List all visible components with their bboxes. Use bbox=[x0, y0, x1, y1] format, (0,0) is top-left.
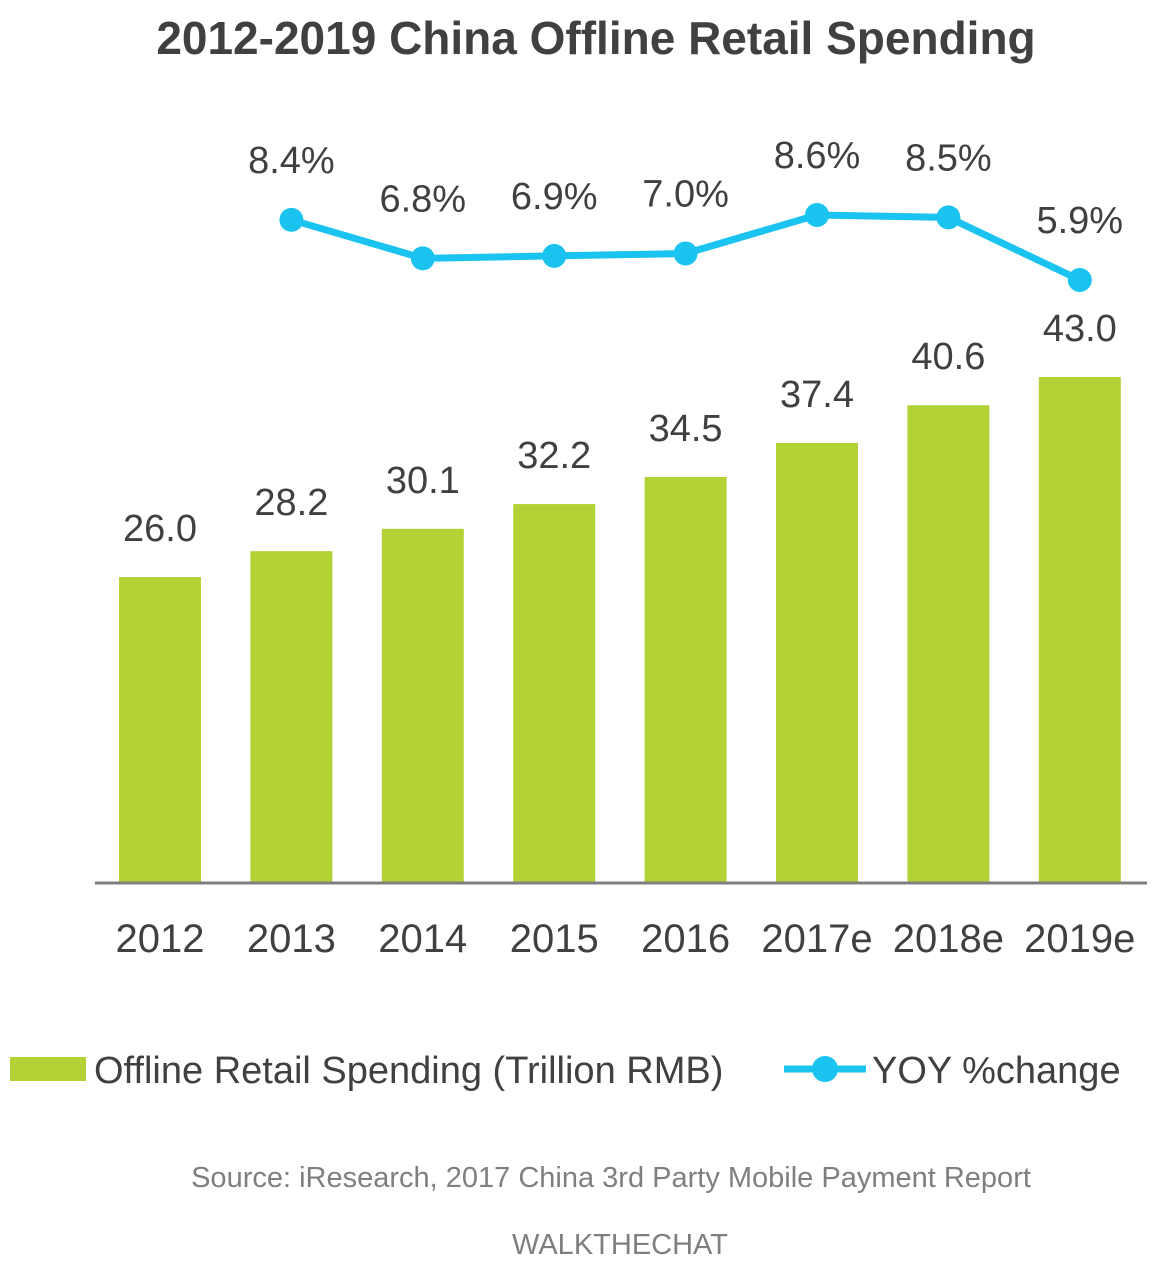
bar-value-label-2019e: 43.0 bbox=[1043, 308, 1117, 350]
yoy-point-2013 bbox=[279, 207, 304, 232]
x-tick-2015: 2015 bbox=[510, 917, 599, 961]
legend-line-label: YOY %change bbox=[872, 1050, 1121, 1092]
bar-value-label-2017e: 37.4 bbox=[780, 374, 854, 416]
yoy-point-2014 bbox=[410, 246, 435, 271]
bar-2018e bbox=[907, 405, 990, 883]
legend: Offline Retail Spending (Trillion RMB) Y… bbox=[10, 1050, 1121, 1092]
yoy-value-label-2018e: 8.5% bbox=[905, 137, 992, 179]
yoy-value-label-2015: 6.9% bbox=[511, 176, 598, 218]
bar-value-label-2013: 28.2 bbox=[254, 482, 328, 524]
yoy-line-layer: 8.4% 6.8% 6.9% 7.0% 8.6% 8.5% 5.9% bbox=[248, 135, 1123, 292]
legend-line-marker bbox=[812, 1056, 838, 1082]
x-tick-2012: 2012 bbox=[116, 917, 205, 961]
yoy-value-label-2014: 6.8% bbox=[379, 178, 466, 220]
yoy-value-label-2019e: 5.9% bbox=[1036, 200, 1123, 242]
x-tick-2018e: 2018e bbox=[893, 917, 1004, 961]
legend-bar-label: Offline Retail Spending (Trillion RMB) bbox=[94, 1050, 723, 1092]
source-note: Source: iResearch, 2017 China 3rd Party … bbox=[191, 1162, 1031, 1194]
bar-value-label-2012: 26.0 bbox=[123, 508, 197, 550]
bar-value-label-2014: 30.1 bbox=[386, 460, 460, 502]
x-tick-2017e: 2017e bbox=[761, 917, 872, 961]
yoy-point-2017e bbox=[805, 203, 829, 227]
bar-2019e bbox=[1038, 377, 1121, 883]
yoy-value-label-2016: 7.0% bbox=[642, 174, 729, 216]
x-tick-labels: 2012 2013 2014 2015 2016 2017e 2018e 2019e bbox=[116, 917, 1136, 961]
bar-2017e bbox=[776, 442, 858, 883]
chart-title: 2012-2019 China Offline Retail Spending bbox=[156, 12, 1035, 64]
bar-value-label-2016: 34.5 bbox=[649, 408, 723, 450]
bar-2016 bbox=[644, 477, 727, 883]
legend-bar-swatch bbox=[10, 1057, 86, 1081]
bar-value-label-2018e: 40.6 bbox=[911, 336, 985, 378]
x-tick-2016: 2016 bbox=[641, 917, 730, 961]
yoy-point-2018e bbox=[936, 205, 961, 230]
bar-2013 bbox=[250, 551, 333, 883]
bars-layer: 26.0 28.2 30.1 32.2 34.5 37.4 40.6 43.0 bbox=[119, 308, 1121, 883]
x-tick-2013: 2013 bbox=[247, 917, 336, 961]
yoy-point-2016 bbox=[673, 241, 698, 266]
bar-2014 bbox=[381, 528, 464, 883]
brand-watermark: WALKTHECHAT bbox=[512, 1229, 728, 1261]
yoy-value-label-2017e: 8.6% bbox=[774, 135, 861, 177]
yoy-value-label-2013: 8.4% bbox=[248, 140, 335, 182]
yoy-point-2015 bbox=[542, 243, 567, 268]
x-tick-2019e: 2019e bbox=[1024, 917, 1135, 961]
x-tick-2014: 2014 bbox=[378, 917, 467, 961]
bar-value-label-2015: 32.2 bbox=[517, 435, 591, 477]
yoy-point-2019e bbox=[1067, 268, 1092, 292]
bar-2015 bbox=[513, 504, 596, 883]
bar-2012 bbox=[119, 577, 201, 883]
